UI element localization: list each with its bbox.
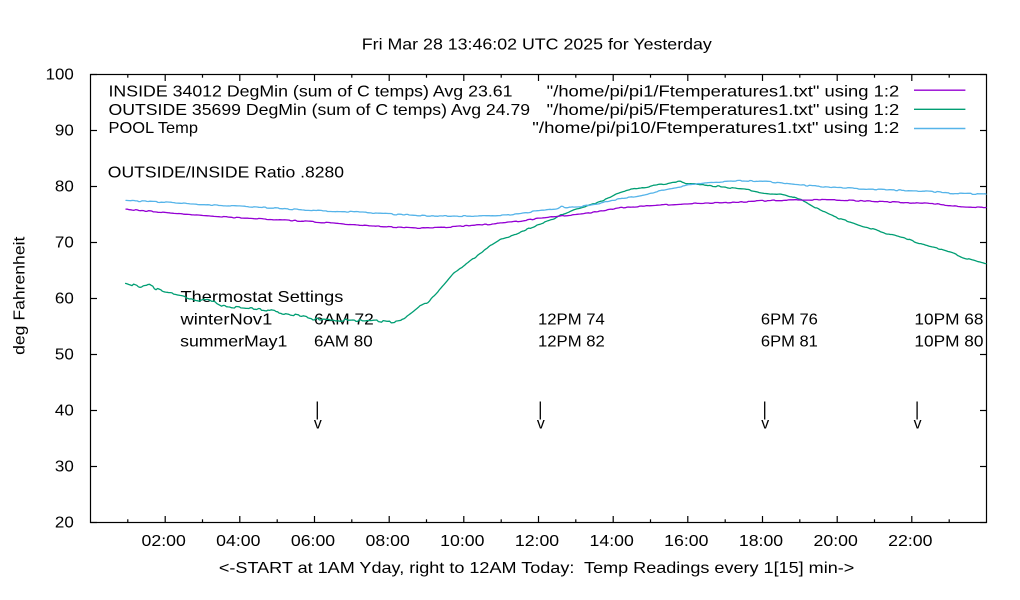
- svg-text:10PM 80: 10PM 80: [914, 333, 983, 350]
- svg-text:20:00: 20:00: [814, 533, 859, 550]
- svg-text:90: 90: [55, 122, 74, 139]
- svg-text:6AM 80: 6AM 80: [314, 333, 373, 350]
- svg-text:06:00: 06:00: [291, 533, 336, 550]
- svg-text:100: 100: [46, 66, 74, 83]
- svg-text:10PM 68: 10PM 68: [914, 312, 983, 329]
- svg-text:18:00: 18:00: [739, 533, 784, 550]
- svg-text:16:00: 16:00: [664, 533, 709, 550]
- svg-text:"/home/pi/pi5/Ftemperatures1.t: "/home/pi/pi5/Ftemperatures1.txt" using …: [547, 102, 900, 119]
- svg-text:14:00: 14:00: [590, 533, 635, 550]
- svg-text:OUTSIDE/INSIDE Ratio .8280: OUTSIDE/INSIDE Ratio .8280: [108, 165, 345, 182]
- svg-text:deg Fahrenheit: deg Fahrenheit: [12, 236, 29, 355]
- svg-text:"/home/pi/pi1/Ftemperatures1.t: "/home/pi/pi1/Ftemperatures1.txt" using …: [547, 84, 900, 101]
- svg-text:v: v: [761, 415, 769, 432]
- svg-text:6PM 76: 6PM 76: [761, 312, 818, 329]
- svg-text:v: v: [314, 415, 322, 432]
- svg-text:80: 80: [55, 178, 74, 195]
- svg-text:Thermostat Settings: Thermostat Settings: [181, 289, 344, 306]
- svg-text:02:00: 02:00: [142, 533, 187, 550]
- svg-text:08:00: 08:00: [366, 533, 411, 550]
- svg-text:OUTSIDE 35699 DegMin (sum of C: OUTSIDE 35699 DegMin (sum of C temps) Av…: [109, 102, 531, 119]
- svg-text:12PM 82: 12PM 82: [538, 333, 605, 350]
- svg-text:70: 70: [55, 234, 74, 251]
- svg-text:<-START at 1AM Yday, right to: <-START at 1AM Yday, right to 12AM Today…: [219, 560, 854, 577]
- svg-text:30: 30: [55, 458, 74, 475]
- svg-text:50: 50: [55, 346, 74, 363]
- svg-text:POOL Temp: POOL Temp: [109, 120, 199, 137]
- svg-text:60: 60: [55, 290, 74, 307]
- svg-text:40: 40: [55, 402, 74, 419]
- svg-text:12:00: 12:00: [515, 533, 560, 550]
- svg-text:winterNov1: winterNov1: [179, 312, 272, 329]
- svg-text:v: v: [914, 415, 922, 432]
- svg-text:22:00: 22:00: [888, 533, 933, 550]
- svg-text:10:00: 10:00: [440, 533, 485, 550]
- svg-text:04:00: 04:00: [216, 533, 261, 550]
- svg-text:summerMay1: summerMay1: [180, 333, 287, 350]
- svg-text:Fri Mar 28 13:46:02 UTC 2025 f: Fri Mar 28 13:46:02 UTC 2025 for Yesterd…: [362, 37, 712, 54]
- svg-text:12PM 74: 12PM 74: [538, 312, 605, 329]
- svg-text:6PM 81: 6PM 81: [761, 333, 818, 350]
- svg-text:v: v: [537, 415, 545, 432]
- svg-text:20: 20: [55, 514, 74, 531]
- svg-text:INSIDE 34012 DegMin (sum of C: INSIDE 34012 DegMin (sum of C temps) Avg…: [109, 84, 513, 101]
- svg-text:"/home/pi/pi10/Ftemperatures1.: "/home/pi/pi10/Ftemperatures1.txt" using…: [532, 120, 899, 137]
